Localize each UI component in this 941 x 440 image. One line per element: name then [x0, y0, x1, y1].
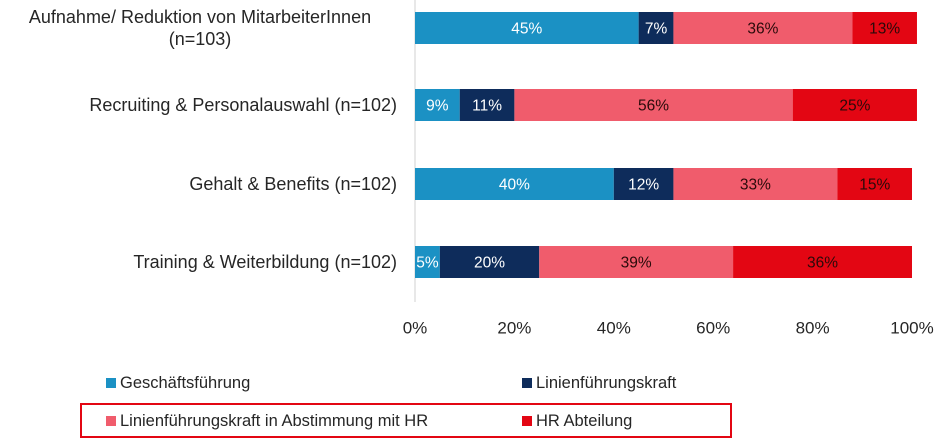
category-label: Training & Weiterbildung (n=102): [133, 252, 397, 272]
x-tick-label: 60%: [696, 319, 730, 338]
data-label: 7%: [645, 21, 668, 38]
bar-segment: [415, 12, 639, 44]
data-label: 33%: [740, 177, 771, 194]
data-label: 45%: [511, 21, 542, 38]
legend-label: Linienführungskraft in Abstimmung mit HR: [120, 412, 428, 430]
category-label: Gehalt & Benefits (n=102): [189, 174, 397, 194]
data-label: 36%: [747, 21, 778, 38]
data-label: 13%: [869, 21, 900, 38]
bar-segment: [733, 246, 912, 278]
category-label: Aufnahme/ Reduktion von MitarbeiterInnen: [29, 7, 371, 27]
legend-swatch: [522, 416, 532, 426]
legend-swatch: [106, 378, 116, 388]
bar-segment: [439, 246, 540, 278]
x-tick-label: 0%: [403, 319, 428, 338]
x-tick-label: 40%: [597, 319, 631, 338]
bar-segment: [415, 246, 440, 278]
bar-segment: [792, 89, 917, 121]
legend-label: Linienführungskraft: [536, 374, 677, 392]
legend-swatch: [106, 416, 116, 426]
bar-segment: [613, 168, 674, 200]
bar-segment: [638, 12, 674, 44]
bar-segment: [852, 12, 917, 44]
legend-label: HR Abteilung: [536, 412, 632, 430]
bar-segment: [415, 89, 460, 121]
data-label: 12%: [628, 177, 659, 194]
x-tick-label: 100%: [890, 319, 933, 338]
data-label: 5%: [416, 255, 439, 272]
data-label: 15%: [859, 177, 890, 194]
x-tick-label: 80%: [796, 319, 830, 338]
data-label: 39%: [621, 255, 652, 272]
data-label: 20%: [474, 255, 505, 272]
bar-segment: [673, 12, 853, 44]
data-label: 25%: [839, 98, 870, 115]
bar-segment: [673, 168, 838, 200]
x-tick-label: 20%: [497, 319, 531, 338]
category-label: Recruiting & Personalauswahl (n=102): [89, 95, 397, 115]
category-label: (n=103): [169, 29, 232, 49]
data-label: 56%: [638, 98, 669, 115]
bar-segment: [837, 168, 912, 200]
legend-label: Geschäftsführung: [120, 374, 250, 392]
bar-segment: [415, 168, 614, 200]
data-label: 9%: [426, 98, 449, 115]
data-label: 11%: [472, 98, 502, 115]
data-label: 36%: [807, 255, 838, 272]
bar-segment: [514, 89, 793, 121]
data-label: 40%: [499, 177, 530, 194]
bar-segment: [539, 246, 734, 278]
bar-segment: [459, 89, 515, 121]
legend-highlight-box: [80, 403, 732, 438]
legend-swatch: [522, 378, 532, 388]
